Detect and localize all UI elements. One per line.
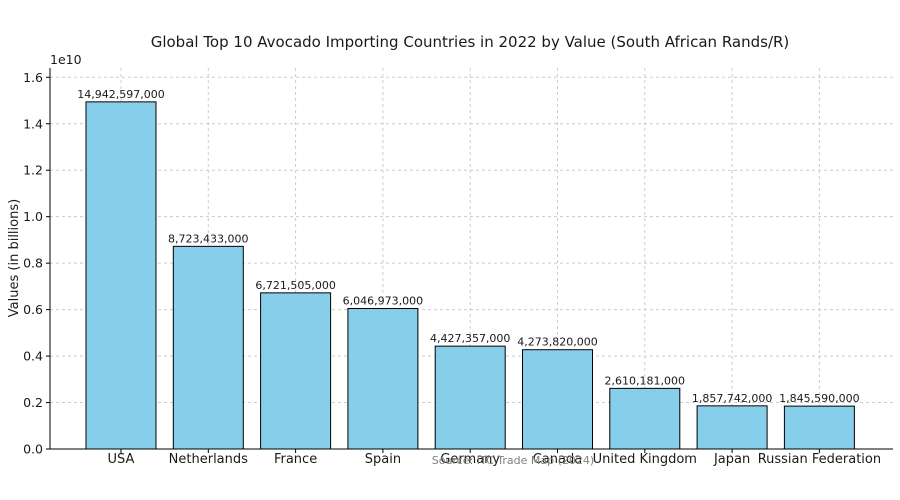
y-tick-label: 1.0: [23, 209, 43, 224]
chart-title: Global Top 10 Avocado Importing Countrie…: [151, 33, 790, 51]
bars: [85, 101, 855, 450]
data-label: 14,942,597,000: [77, 88, 164, 101]
y-axis-offset-text: 1e10: [50, 52, 82, 67]
bar: [172, 245, 244, 450]
bar: [434, 345, 506, 450]
bar: [609, 387, 681, 450]
y-tick-label: 0.4: [23, 349, 43, 364]
bar: [347, 308, 419, 450]
y-tick-label: 0.6: [23, 302, 43, 317]
bar: [522, 349, 593, 450]
y-tick-label: 0.8: [23, 256, 43, 271]
x-tick-label: Spain: [365, 452, 401, 467]
y-tick-label: 0.0: [23, 442, 43, 457]
y-tick-label: 0.2: [23, 395, 43, 410]
data-label: 4,427,357,000: [430, 332, 510, 345]
labels: 14,942,597,000 8,723,433,000 6,721,505,000…: [23, 70, 881, 467]
bar: [85, 101, 157, 450]
y-axis-label: Values (in billions): [7, 199, 22, 317]
data-label: 6,046,973,000: [343, 295, 423, 308]
x-tick-label: Canada: [533, 452, 582, 467]
x-tick-label: France: [274, 452, 317, 467]
data-label: 8,723,433,000: [168, 232, 248, 245]
x-tick-label: Germany: [440, 452, 500, 467]
data-label: 1,845,590,000: [779, 392, 859, 405]
source-note: Source: ITC Trade Map (2024): [432, 454, 594, 467]
bar: [696, 405, 768, 450]
x-tick-label: United Kingdom: [593, 452, 697, 467]
y-tick-label: 1.4: [23, 116, 43, 131]
x-tick-label: USA: [108, 452, 135, 467]
axes: [46, 68, 893, 453]
y-tick-label: 1.2: [23, 163, 43, 178]
bar: [260, 292, 332, 450]
data-label: 1,857,742,000: [692, 392, 772, 405]
bar: [783, 405, 855, 450]
x-tick-label: Netherlands: [169, 452, 248, 467]
data-label: 2,610,181,000: [605, 374, 685, 387]
x-tick-label: Russian Federation: [758, 452, 881, 467]
x-tick-label: Japan: [713, 452, 750, 467]
y-tick-label: 1.6: [23, 70, 43, 85]
data-label: 4,273,820,000: [517, 336, 597, 349]
data-label: 6,721,505,000: [255, 279, 335, 292]
